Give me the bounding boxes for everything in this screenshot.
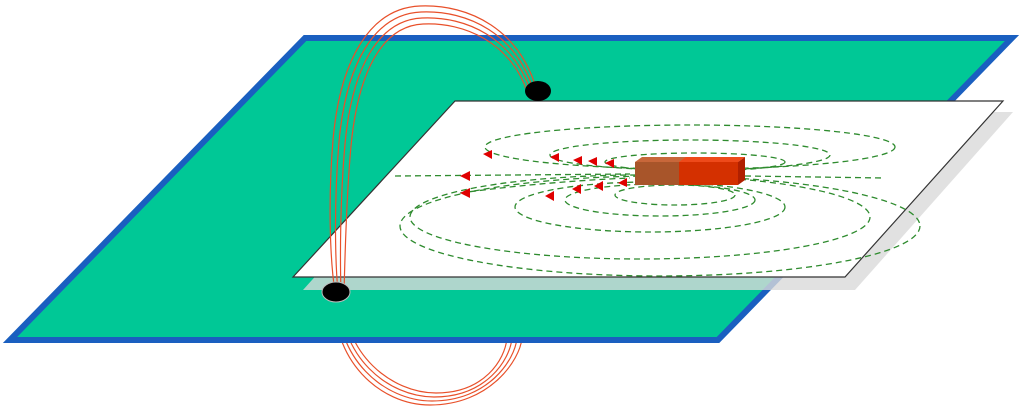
terminal-top [525, 81, 551, 101]
wire-upper [329, 5, 538, 293]
field-arrows [460, 150, 627, 201]
terminal-bottom [321, 281, 351, 303]
magnet [635, 157, 745, 185]
sheet [291, 100, 1005, 278]
